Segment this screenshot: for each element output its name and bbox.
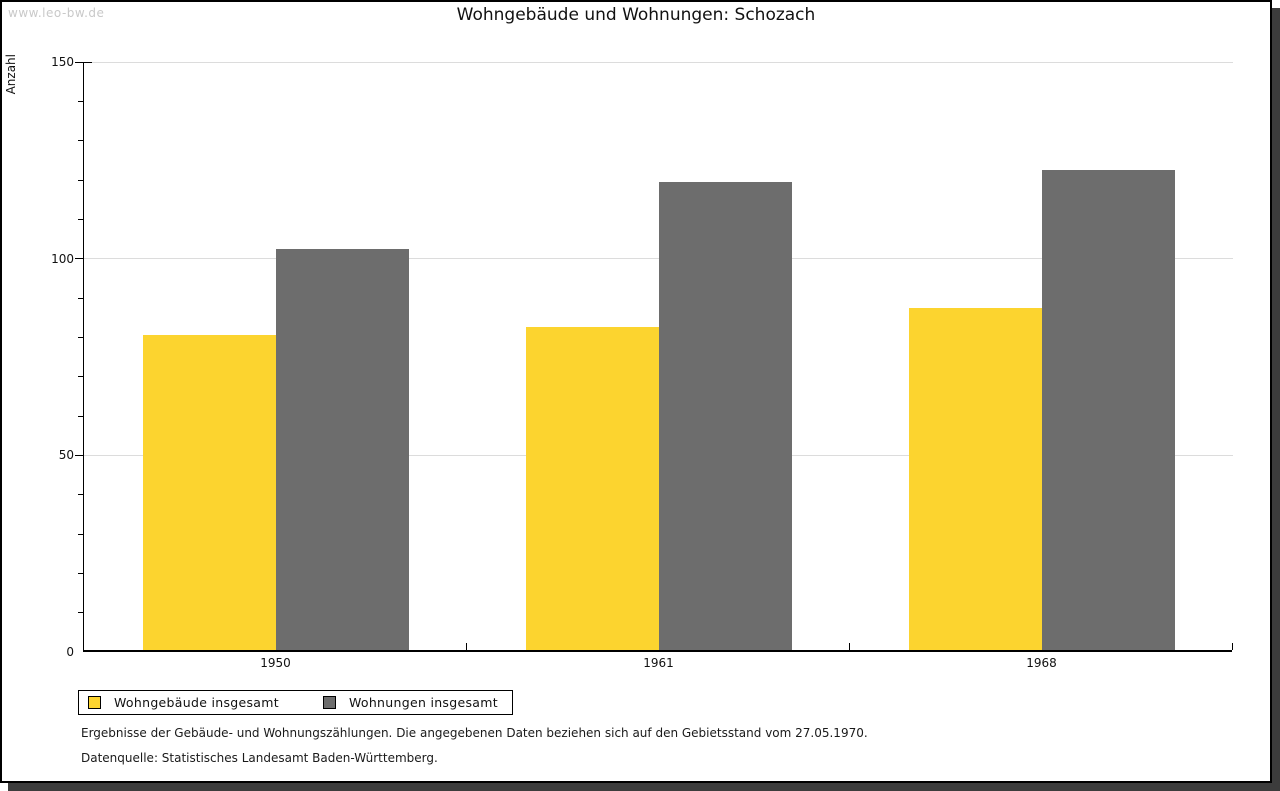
y-tick-label: 50 [58,448,74,463]
y-tick-minor [78,612,84,614]
y-tick-label: 100 [51,251,74,266]
x-separator-tick [849,643,850,650]
watermark: www.leo-bw.de [8,6,105,20]
y-tick-label: 0 [66,645,74,659]
y-tick-minor [78,218,84,220]
legend-label-wohnungen: Wohnungen insgesamt [348,695,498,710]
chart-title: Wohngebäude und Wohnungen: Schozach [456,5,816,25]
y-tick-label: 150 [51,55,74,69]
y-axis-title: Anzahl [4,54,18,95]
x-separator-tick [1232,643,1233,650]
footnote-data-source: Datenquelle: Statistisches Landesamt Bad… [81,751,438,765]
legend-swatch-gray-icon [322,696,336,709]
y-tick-minor [78,494,84,496]
bar-wohngeb-ude-insgesamt-1950 [142,335,276,650]
y-tick-major [75,61,84,63]
y-tick-minor [78,100,84,102]
gridline-150 [84,61,1233,63]
y-tick-minor [78,572,84,574]
legend-swatch-yellow-icon [88,696,101,709]
footnote-source-note: Ergebnisse der Gebäude- und Wohnungszähl… [81,726,868,740]
y-tick-minor [78,140,84,142]
y-tick-minor [78,415,84,417]
x-separator-tick [466,643,467,650]
bar-wohngeb-ude-insgesamt-1961 [525,327,659,650]
y-tick-major [75,258,84,260]
legend-label-wohngebaeude: Wohngebäude insgesamt [114,695,279,710]
bar-wohnungen-insgesamt-1950 [275,248,409,650]
x-tick-label-1950: 1950 [260,656,291,670]
y-tick-minor [78,533,84,535]
plot-area: 0 50 100 150 1950 1961 1968 [51,55,1233,670]
legend-item-wohnungen: Wohnungen insgesamt [322,695,498,710]
y-tick-minor [78,336,84,338]
bar-wohnungen-insgesamt-1968 [1041,170,1175,650]
y-tick-minor [78,297,84,299]
legend: Wohngebäude insgesamt Wohnungen insgesam… [78,690,513,715]
legend-item-wohngebaeude: Wohngebäude insgesamt [88,695,279,710]
bar-wohnungen-insgesamt-1961 [658,181,792,650]
y-tick-major [75,454,84,456]
y-tick-minor [78,376,84,378]
y-axis-cap [84,62,92,63]
y-tick-minor [78,179,84,181]
x-tick-label-1968: 1968 [1026,656,1057,670]
x-tick-label-1961: 1961 [643,656,674,670]
bar-wohngeb-ude-insgesamt-1968 [908,307,1042,650]
